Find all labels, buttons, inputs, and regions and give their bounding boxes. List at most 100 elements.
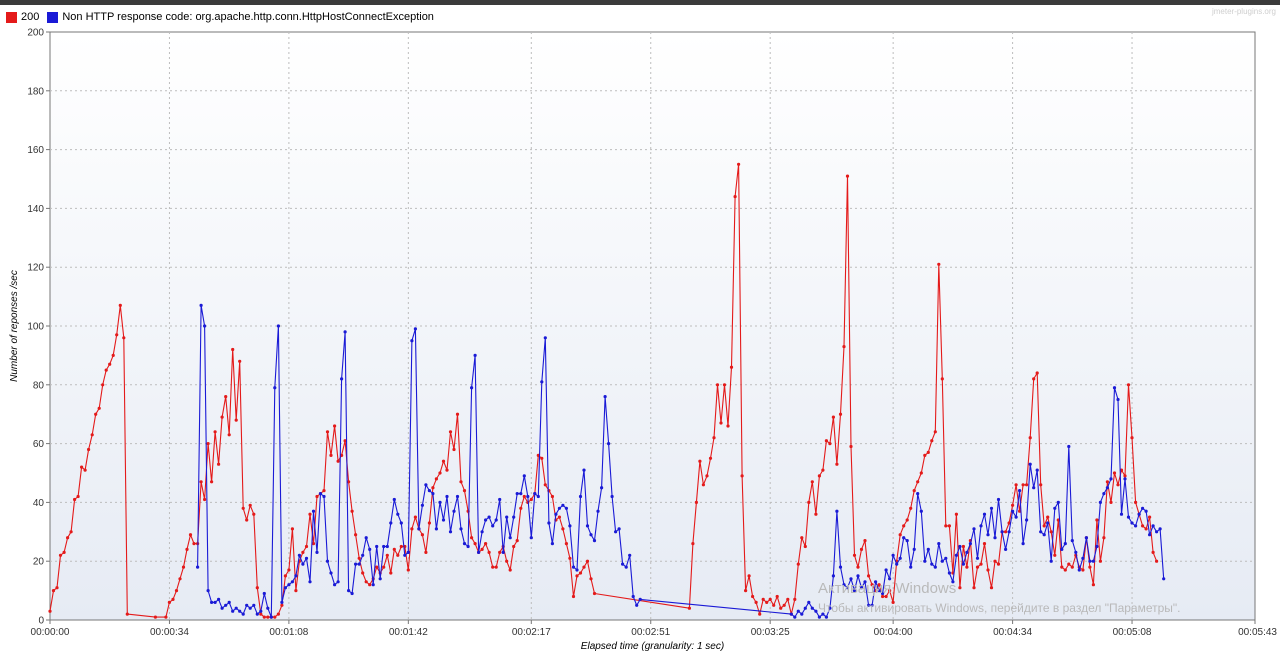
data-point (259, 612, 263, 616)
data-point (459, 527, 463, 531)
data-point (543, 336, 547, 340)
data-point (181, 565, 186, 569)
data-point (329, 453, 333, 457)
data-point (1095, 544, 1099, 549)
data-point (1025, 518, 1029, 522)
data-point (466, 544, 470, 549)
data-point (891, 600, 895, 605)
x-tick-label: 00:05:08 (1113, 627, 1152, 638)
legend: 200 Non HTTP response code: org.apache.h… (6, 9, 442, 25)
data-point (164, 615, 168, 619)
data-point (909, 506, 913, 510)
data-point (58, 553, 63, 557)
data-point (283, 574, 287, 578)
data-point (238, 359, 242, 363)
x-tick-label: 00:02:17 (512, 627, 551, 638)
data-point (424, 550, 428, 555)
data-point (255, 612, 259, 616)
data-point (508, 568, 512, 572)
data-point (371, 583, 375, 587)
x-tick-label: 00:04:34 (993, 627, 1032, 638)
data-point (427, 489, 431, 493)
data-point (262, 591, 266, 596)
data-point (923, 453, 927, 457)
data-point (568, 524, 572, 528)
data-point (947, 524, 952, 528)
data-point (473, 353, 477, 357)
data-point (48, 609, 52, 613)
data-point (66, 536, 70, 540)
data-point (965, 550, 969, 555)
data-point (800, 612, 804, 616)
data-point (993, 536, 997, 540)
data-point (361, 571, 365, 575)
data-point (315, 494, 319, 499)
data-point (870, 603, 874, 607)
y-tick-label: 180 (27, 86, 44, 97)
data-point (487, 550, 491, 555)
data-point (122, 336, 126, 340)
data-point (196, 565, 200, 569)
data-point (73, 497, 77, 502)
data-point (881, 594, 885, 599)
data-point (441, 518, 446, 522)
data-point (62, 550, 66, 555)
data-point (462, 489, 467, 493)
data-point (958, 544, 962, 549)
data-point (884, 568, 888, 572)
data-point (290, 580, 294, 584)
data-point (621, 562, 625, 566)
data-point (301, 562, 305, 566)
data-point (877, 589, 881, 593)
y-tick-label: 80 (33, 380, 45, 391)
data-point (1105, 480, 1109, 484)
data-point (603, 395, 607, 399)
data-point (494, 518, 498, 522)
data-point (1046, 521, 1050, 525)
data-point (1137, 512, 1141, 516)
y-tick-label: 60 (33, 439, 45, 450)
data-point (1134, 524, 1138, 528)
x-tick-label: 00:01:42 (389, 627, 428, 638)
data-point (304, 556, 309, 560)
data-point (961, 544, 966, 549)
data-point (1098, 500, 1102, 504)
data-point (589, 533, 593, 537)
data-point (325, 559, 330, 563)
data-point (491, 524, 495, 528)
data-point (515, 539, 519, 543)
data-point (1032, 377, 1036, 381)
data-point (810, 606, 814, 610)
data-point (1162, 577, 1166, 581)
data-point (786, 597, 790, 602)
data-point (578, 494, 583, 499)
data-point (540, 380, 544, 384)
data-point (733, 195, 737, 199)
data-point (206, 589, 210, 593)
data-point (448, 430, 453, 434)
data-point (266, 606, 270, 610)
data-point (898, 556, 902, 560)
data-point (199, 480, 203, 484)
legend-label-200: 200 (21, 11, 40, 23)
data-point (364, 580, 368, 584)
data-point (800, 536, 804, 540)
data-point (996, 497, 1001, 502)
data-point (87, 447, 91, 452)
x-tick-label: 00:04:00 (874, 627, 913, 638)
data-point (796, 562, 800, 566)
data-point (824, 615, 829, 619)
data-point (470, 536, 474, 540)
data-point (775, 594, 779, 599)
data-point (863, 580, 867, 584)
data-point (1158, 527, 1162, 531)
data-point (1035, 371, 1039, 375)
y-tick-label: 0 (38, 616, 44, 627)
data-point (926, 450, 930, 454)
data-point (589, 577, 593, 581)
data-point (1084, 536, 1088, 540)
data-point (410, 339, 414, 343)
data-point (845, 174, 850, 178)
data-point (248, 606, 252, 610)
data-point (262, 615, 266, 619)
